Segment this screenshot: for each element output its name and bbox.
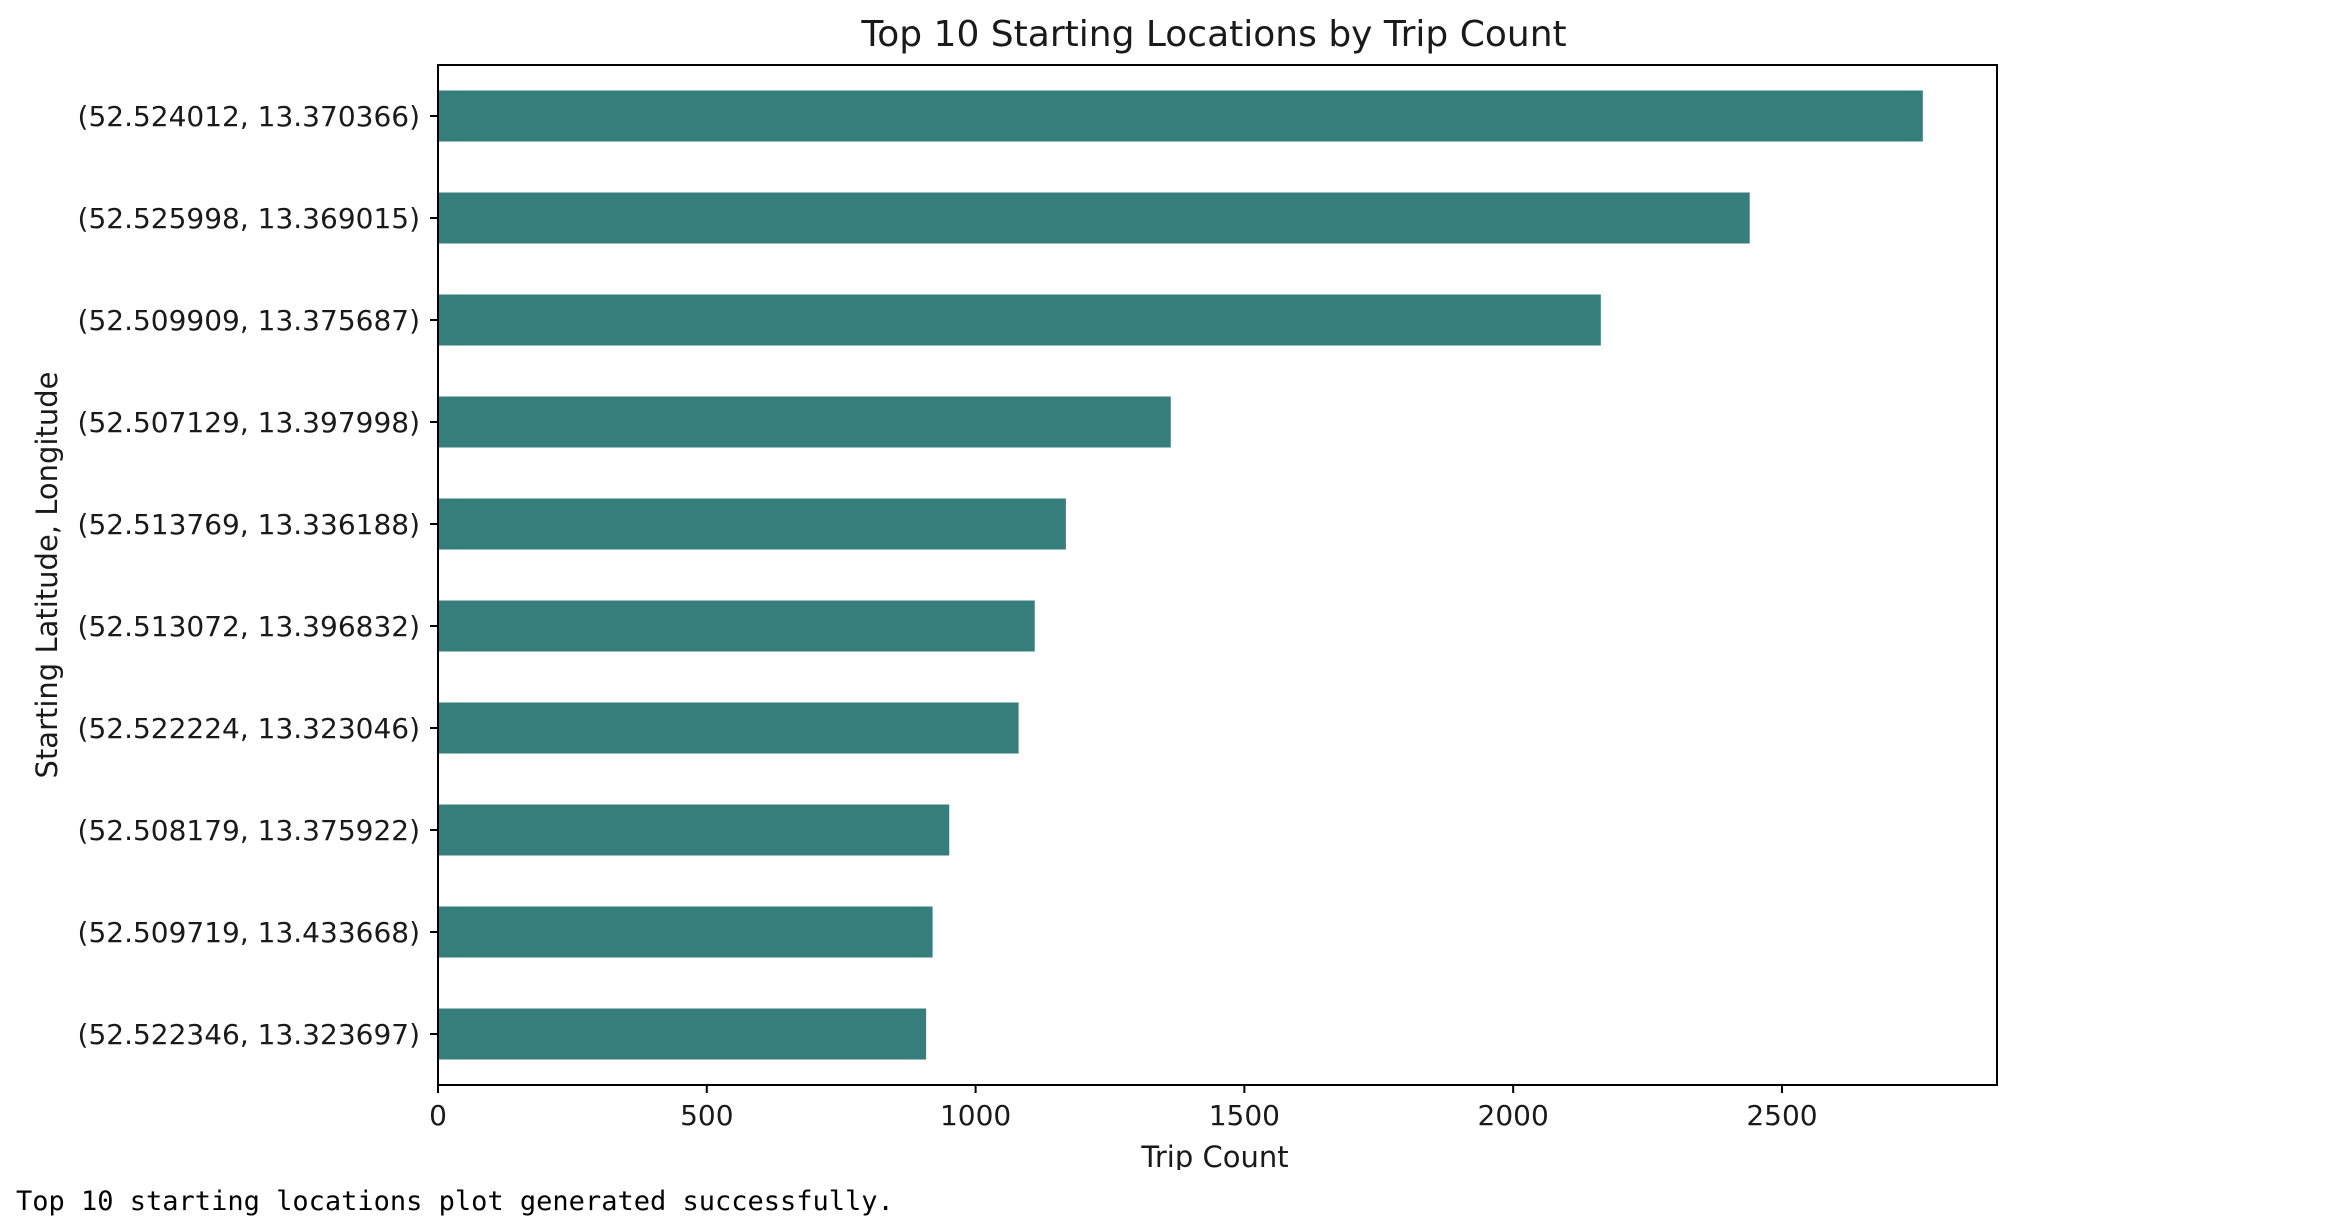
bar-chart: Top 10 Starting Locations by Trip Count … [30,14,1998,1170]
x-tick-label: 0 [429,1099,447,1132]
y-tick-label: (52.508179, 13.375922) [78,814,420,847]
y-tick-label: (52.524012, 13.370366) [78,100,420,133]
bar [438,294,1601,346]
bar [438,702,1019,754]
y-tick-label: (52.513072, 13.396832) [78,610,420,643]
y-tick-label: (52.509909, 13.375687) [78,304,420,337]
chart-title: Top 10 Starting Locations by Trip Count [860,14,1566,55]
y-tick-label: (52.509719, 13.433668) [78,916,420,949]
y-axis-label: Starting Latitude, Longitude [30,372,64,779]
bar [438,90,1923,142]
y-tick-label: (52.522224, 13.323046) [78,712,420,745]
x-axis-label: Trip Count [1140,1140,1288,1170]
bar [438,1008,927,1060]
x-tick-label: 1500 [1209,1099,1280,1132]
bar [438,396,1171,448]
bar [438,906,933,958]
bar [438,498,1066,550]
y-tick-label: (52.522346, 13.323697) [78,1018,420,1051]
y-ticks: (52.524012, 13.370366) (52.525998, 13.369… [78,100,438,1051]
plot-frame [437,64,1998,1086]
y-tick-label: (52.507129, 13.397998) [78,406,420,439]
x-ticks: 0 500 1000 1500 2000 2500 [429,1085,1818,1132]
x-tick-label: 1000 [940,1099,1011,1132]
x-tick-label: 2500 [1746,1099,1817,1132]
bars-group [438,90,1923,1060]
bar [438,600,1035,652]
bar [438,192,1750,244]
x-tick-label: 2000 [1478,1099,1549,1132]
output-message: Top 10 starting locations plot generated… [16,1186,894,1217]
y-tick-label: (52.525998, 13.369015) [78,202,420,235]
x-tick-label: 500 [680,1099,733,1132]
y-tick-label: (52.513769, 13.336188) [78,508,420,541]
bar [438,804,950,856]
